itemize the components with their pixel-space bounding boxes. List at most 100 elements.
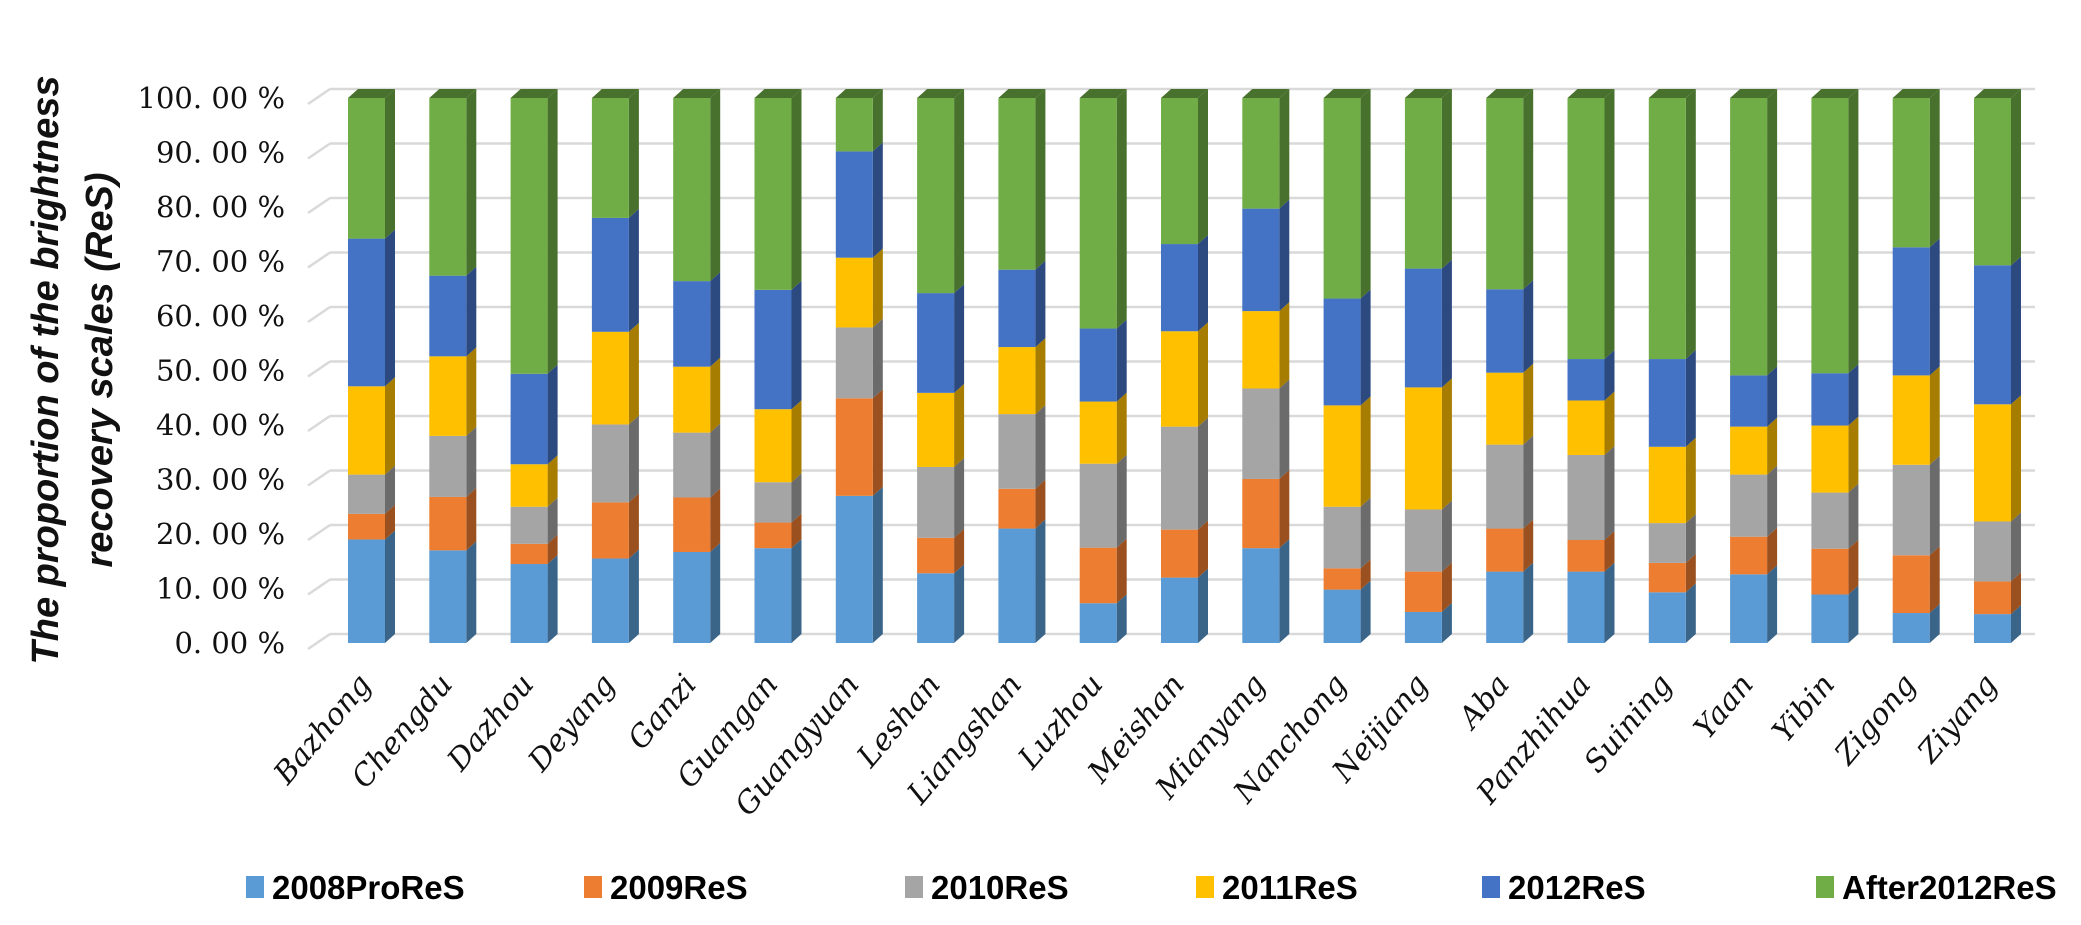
bar-stack <box>1648 89 1696 643</box>
bar-segment-side <box>1360 89 1371 299</box>
bar-segment-side <box>2011 605 2021 643</box>
bar-stack <box>1892 89 1940 643</box>
bar-segment-side <box>872 142 883 258</box>
bar-segment <box>1567 359 1605 401</box>
bar-segment-side <box>954 457 965 538</box>
bar-segment-side <box>791 89 802 290</box>
bar-segment <box>510 563 548 643</box>
bar-segment-side <box>1279 199 1290 312</box>
bar-segment-side <box>954 284 965 393</box>
bar-segment-side <box>791 473 802 523</box>
bar-segment <box>1486 372 1524 445</box>
bar-segment-side <box>1929 89 1940 248</box>
bar-segment-side <box>954 528 965 574</box>
bar-segment <box>673 366 711 433</box>
bar-segment <box>1811 425 1849 493</box>
bar-stack <box>1323 89 1371 643</box>
bar-segment <box>1323 405 1361 507</box>
bar-segment-side <box>1198 417 1208 530</box>
bar-top <box>1648 89 1696 98</box>
x-tick-label: Ganzi <box>621 668 703 757</box>
legend-item: 2012ReS <box>1482 869 1646 906</box>
bar-segment <box>917 293 955 393</box>
bar-segment <box>1974 521 2011 582</box>
x-tick-label: Yaan <box>1687 668 1760 746</box>
bar-segment <box>835 98 873 152</box>
bar-segment <box>1892 464 1930 556</box>
bar-segment-side <box>1685 514 1696 563</box>
bar-segment <box>917 573 955 643</box>
bar-segment-side <box>1116 319 1127 402</box>
bar-segment-side <box>385 530 395 643</box>
bar-segment <box>1323 298 1361 406</box>
bar-segment <box>835 151 873 258</box>
bar-segment-side <box>1848 483 1859 549</box>
bar-segment-side <box>1767 366 1778 427</box>
bar-segment <box>429 550 467 643</box>
legend-label: 2010ReS <box>931 869 1069 906</box>
bar-segment-side <box>1116 454 1127 548</box>
bar-segment <box>1323 568 1361 590</box>
bar-stack <box>1811 89 1859 643</box>
bar-segment-side <box>1604 562 1615 643</box>
bar-segment-side <box>1035 405 1046 489</box>
bar-segment <box>1892 247 1930 376</box>
bar-segment <box>1567 571 1605 643</box>
bar-segment <box>1323 506 1361 569</box>
legend-item: After2012ReS <box>1816 869 2057 906</box>
bar-segment-side <box>1441 602 1452 643</box>
bar-segment-side <box>1035 338 1046 415</box>
bar-segment <box>348 386 385 475</box>
bar-segment <box>429 356 467 436</box>
bar-segment <box>1404 268 1442 388</box>
bar-stack <box>1404 89 1452 643</box>
bar-segment-side <box>1523 562 1534 643</box>
bar-segment <box>1892 555 1930 614</box>
bar-segment-side <box>1279 469 1290 549</box>
bar-segment-side <box>385 465 395 514</box>
gridline-depth <box>307 360 331 378</box>
bar-segment-side <box>1848 89 1859 374</box>
bar-segment-side <box>466 347 477 436</box>
bar-segment-side <box>1767 89 1778 376</box>
bar-segment-side <box>1767 465 1778 537</box>
bar-segment-side <box>872 248 883 328</box>
gridline-depth <box>307 469 331 487</box>
bar-segment <box>510 506 548 544</box>
bar-segment-side <box>872 486 883 643</box>
bar-segment-side <box>628 493 639 559</box>
x-tick-label: Ziyang <box>1910 668 2004 771</box>
bar-stack <box>998 89 1046 643</box>
bar-segment <box>673 432 711 498</box>
bar-segment <box>754 522 792 549</box>
bar-segment <box>1242 98 1280 209</box>
bar-segment <box>1079 401 1117 464</box>
bar-top <box>1079 89 1127 98</box>
bar-segment <box>1811 373 1849 426</box>
bar-segment <box>835 398 873 496</box>
legend-item: 2009ReS <box>584 869 748 906</box>
bar-segment-side <box>1198 235 1208 332</box>
bar-segment-side <box>710 423 721 498</box>
bar-segment <box>591 424 629 503</box>
bar-segment <box>1323 98 1361 299</box>
bar-segment-side <box>1441 562 1452 612</box>
y-axis-title-line-1: The proportion of the brightness <box>25 76 67 665</box>
bar-top <box>1486 89 1534 98</box>
bar-segment-side <box>1279 89 1290 209</box>
bar-segment <box>1730 426 1768 475</box>
bar-segment <box>835 495 873 643</box>
bar-segment-side <box>1604 530 1615 572</box>
bar-segment <box>1242 208 1280 312</box>
bar-top <box>998 89 1046 98</box>
bar-segment-side <box>1685 553 1696 593</box>
bar-segment-side <box>547 89 558 374</box>
bar-segment-side <box>1441 378 1452 510</box>
bar-segment <box>998 347 1036 415</box>
bar-top <box>1567 89 1615 98</box>
bar-segment <box>1161 331 1198 427</box>
bar-segment-side <box>466 89 477 276</box>
bar-segment-side <box>710 89 721 282</box>
bar-segment <box>1974 581 2011 615</box>
bar-top <box>673 89 721 98</box>
